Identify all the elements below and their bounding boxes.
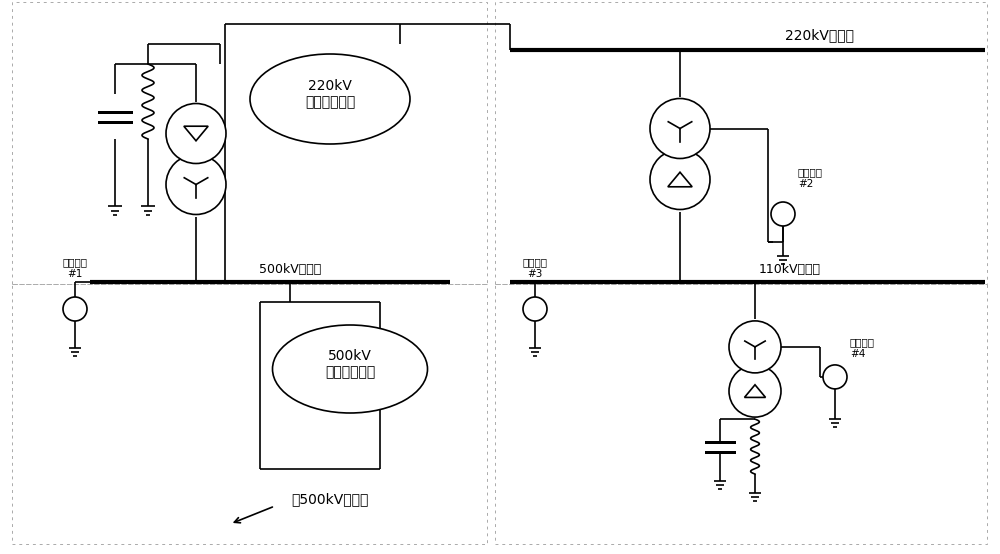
Circle shape — [166, 104, 226, 163]
Ellipse shape — [250, 54, 410, 144]
Circle shape — [729, 365, 781, 417]
Circle shape — [650, 150, 710, 209]
Text: 到500kV变电站: 到500kV变电站 — [291, 492, 369, 506]
Bar — [495, 2, 987, 284]
Bar — [12, 2, 487, 284]
Bar — [12, 284, 487, 544]
Text: 500kV变电站: 500kV变电站 — [259, 263, 321, 276]
Circle shape — [771, 202, 795, 226]
Text: 500kV
交流输电线路: 500kV 交流输电线路 — [325, 349, 375, 379]
Text: 录波装置
#4: 录波装置 #4 — [850, 337, 875, 359]
Text: 录波装置
#2: 录波装置 #2 — [798, 167, 823, 189]
Text: 110kV变电站: 110kV变电站 — [759, 263, 821, 276]
Circle shape — [650, 99, 710, 158]
Ellipse shape — [272, 325, 428, 413]
Text: 录波装置
#3: 录波装置 #3 — [522, 258, 548, 279]
Text: 录波装置
#1: 录波装置 #1 — [62, 258, 88, 279]
Circle shape — [823, 365, 847, 389]
Circle shape — [63, 297, 87, 321]
Bar — [495, 284, 987, 544]
Circle shape — [729, 321, 781, 373]
Circle shape — [166, 155, 226, 214]
Circle shape — [523, 297, 547, 321]
Text: 220kV变电站: 220kV变电站 — [786, 28, 854, 42]
Text: 220kV
交流输电线路: 220kV 交流输电线路 — [305, 79, 355, 109]
